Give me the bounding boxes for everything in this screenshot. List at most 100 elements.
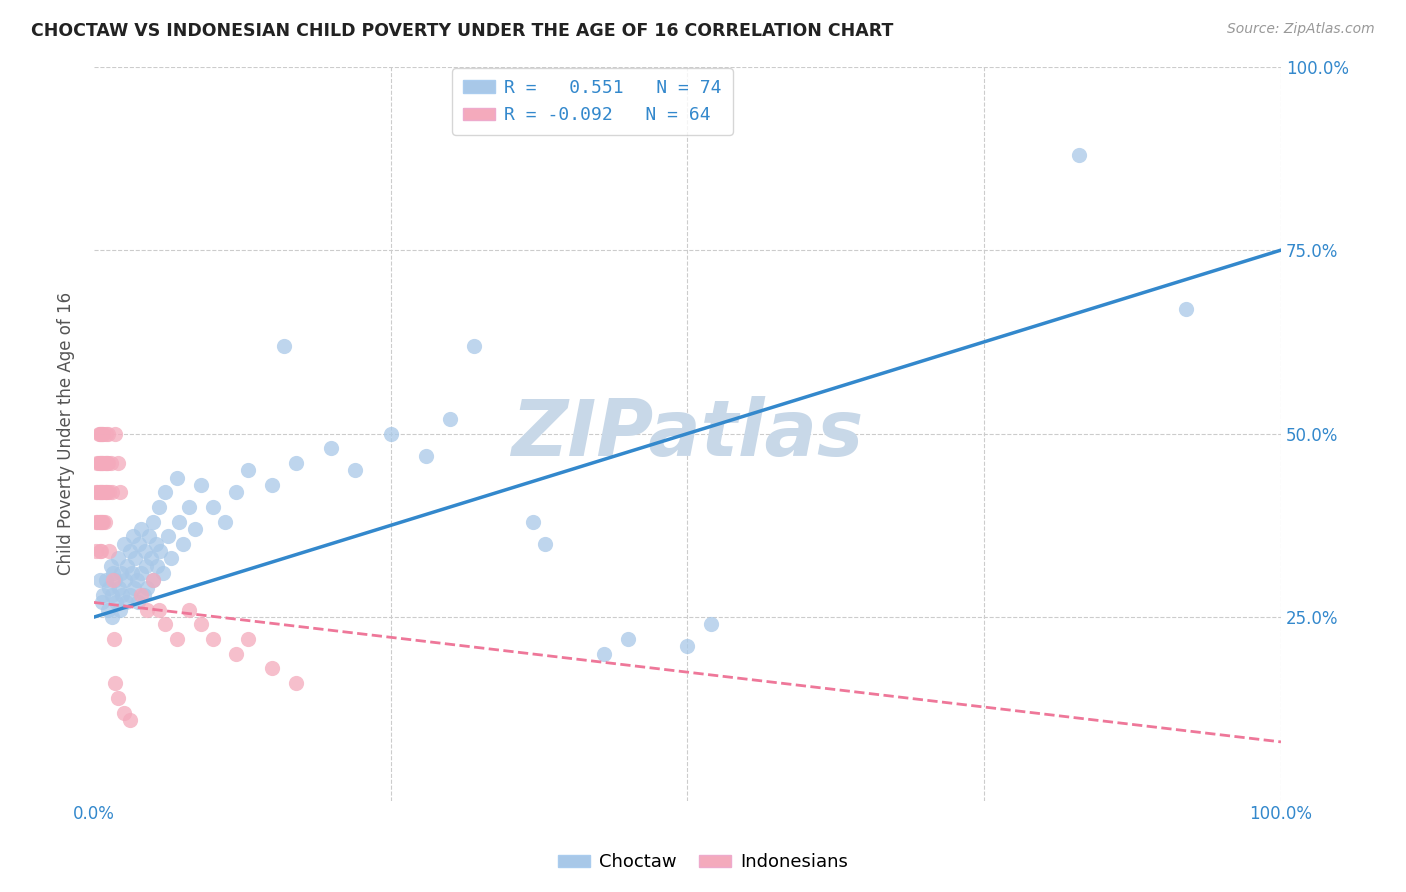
Point — [86, 456, 108, 470]
Point — [118, 713, 141, 727]
Point — [439, 412, 461, 426]
Point — [100, 610, 122, 624]
Point — [160, 551, 183, 566]
Point — [153, 617, 176, 632]
Point — [273, 338, 295, 352]
Point — [96, 485, 118, 500]
Point — [138, 529, 160, 543]
Point — [108, 603, 131, 617]
Point — [115, 595, 138, 609]
Point — [166, 470, 188, 484]
Point — [617, 632, 640, 647]
Point — [104, 426, 127, 441]
Point — [91, 426, 114, 441]
Point — [89, 456, 111, 470]
Point — [93, 456, 115, 470]
Point — [177, 603, 200, 617]
Point — [89, 515, 111, 529]
Point — [136, 603, 159, 617]
Text: CHOCTAW VS INDONESIAN CHILD POVERTY UNDER THE AGE OF 16 CORRELATION CHART: CHOCTAW VS INDONESIAN CHILD POVERTY UNDE… — [31, 22, 893, 40]
Point — [118, 588, 141, 602]
Point — [149, 544, 172, 558]
Point — [98, 485, 121, 500]
Point — [93, 515, 115, 529]
Point — [93, 515, 115, 529]
Point — [93, 588, 115, 602]
Point — [321, 442, 343, 456]
Point — [135, 558, 157, 573]
Point — [128, 537, 150, 551]
Point — [190, 478, 212, 492]
Point — [225, 647, 247, 661]
Point — [112, 706, 135, 720]
Point — [110, 566, 132, 580]
Point — [131, 522, 153, 536]
Point — [214, 515, 236, 529]
Text: Source: ZipAtlas.com: Source: ZipAtlas.com — [1227, 22, 1375, 37]
Point — [172, 537, 194, 551]
Point — [156, 529, 179, 543]
Point — [108, 581, 131, 595]
Point — [380, 426, 402, 441]
Point — [97, 426, 120, 441]
Point — [284, 456, 307, 470]
Point — [121, 566, 143, 580]
Point — [90, 456, 112, 470]
Point — [94, 456, 117, 470]
Point — [522, 515, 544, 529]
Point — [676, 640, 699, 654]
Point — [94, 574, 117, 588]
Point — [201, 632, 224, 647]
Point — [593, 647, 616, 661]
Point — [93, 485, 115, 500]
Point — [93, 426, 115, 441]
Y-axis label: Child Poverty Under the Age of 16: Child Poverty Under the Age of 16 — [58, 292, 75, 575]
Point — [148, 500, 170, 514]
Point — [93, 485, 115, 500]
Point — [87, 456, 110, 470]
Point — [100, 588, 122, 602]
Point — [98, 544, 121, 558]
Point — [96, 456, 118, 470]
Point — [184, 522, 207, 536]
Point — [177, 500, 200, 514]
Point — [87, 426, 110, 441]
Point — [84, 485, 107, 500]
Point — [91, 595, 114, 609]
Point — [84, 515, 107, 529]
Point — [101, 574, 124, 588]
Point — [115, 558, 138, 573]
Point — [101, 566, 124, 580]
Point — [225, 485, 247, 500]
Point — [136, 581, 159, 595]
Point — [166, 632, 188, 647]
Point — [89, 485, 111, 500]
Point — [124, 581, 146, 595]
Point — [89, 574, 111, 588]
Point — [105, 595, 128, 609]
Point — [238, 632, 260, 647]
Point — [93, 456, 115, 470]
Point — [463, 338, 485, 352]
Point — [124, 551, 146, 566]
Point — [700, 617, 723, 632]
Point — [145, 537, 167, 551]
Point — [142, 574, 165, 588]
Point — [131, 566, 153, 580]
Point — [86, 485, 108, 500]
Point — [90, 544, 112, 558]
Point — [344, 463, 367, 477]
Legend: Choctaw, Indonesians: Choctaw, Indonesians — [551, 847, 855, 879]
Point — [111, 588, 134, 602]
Point — [94, 485, 117, 500]
Point — [125, 574, 148, 588]
Point — [153, 485, 176, 500]
Point — [89, 426, 111, 441]
Point — [142, 515, 165, 529]
Point — [90, 426, 112, 441]
Point — [108, 485, 131, 500]
Point — [152, 566, 174, 580]
Point — [284, 676, 307, 690]
Point — [86, 515, 108, 529]
Text: ZIPatlas: ZIPatlas — [512, 396, 863, 472]
